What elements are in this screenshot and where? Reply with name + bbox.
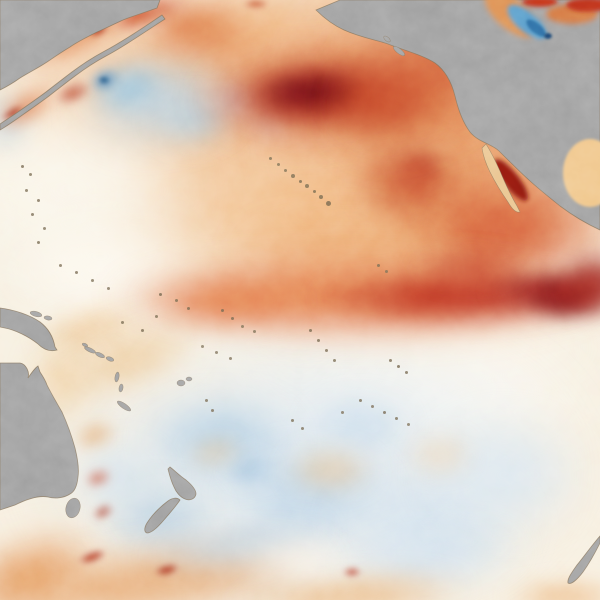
fine-grain-texture [0, 0, 600, 600]
sst-anomaly-map [0, 0, 600, 600]
